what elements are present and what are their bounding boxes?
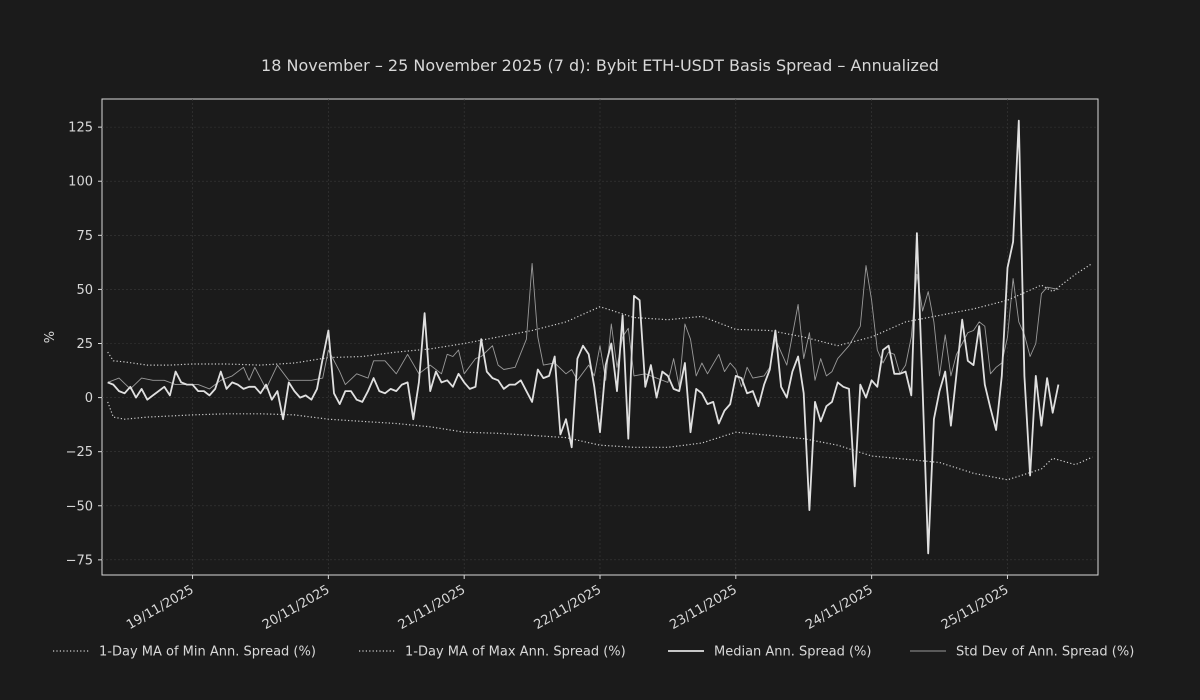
series-line-3 (107, 119, 1060, 555)
legend-label: Std Dev of Ann. Spread (%) (956, 645, 1134, 660)
x-tick-label: 19/11/2025 (124, 582, 196, 632)
x-axis: 19/11/2025 20/11/2025 21/11/2025 22/11/2025… (124, 575, 1011, 633)
chart-title: 18 November – 25 November 2025 (7 d): By… (261, 56, 939, 75)
y-tick-label: 0 (85, 391, 93, 406)
x-tick-label: 25/11/2025 (939, 582, 1011, 632)
series-layer (107, 119, 1093, 555)
series-line-1 (107, 401, 1093, 481)
y-axis: −75 −50 −25 0 25 50 75 100 125 (66, 121, 102, 568)
y-tick-label: 125 (68, 121, 93, 136)
x-tick-label: 23/11/2025 (667, 582, 739, 632)
y-tick-label: −75 (66, 553, 93, 568)
x-tick-label: 21/11/2025 (396, 582, 468, 632)
y-tick-label: −25 (66, 445, 93, 460)
legend: 1-Day MA of Min Ann. Spread (%) 1-Day MA … (53, 645, 1134, 660)
y-tick-label: 75 (76, 229, 93, 244)
y-tick-label: −50 (66, 499, 93, 514)
y-tick-label: 100 (68, 175, 93, 190)
x-tick-label: 24/11/2025 (803, 582, 875, 632)
legend-label: 1-Day MA of Min Ann. Spread (%) (99, 645, 316, 660)
y-tick-label: 50 (76, 283, 93, 298)
legend-label: 1-Day MA of Max Ann. Spread (%) (405, 645, 626, 660)
y-tick-label: 25 (76, 337, 93, 352)
series-line-4 (107, 262, 1059, 390)
x-tick-label: 20/11/2025 (260, 582, 332, 632)
y-axis-label: % (43, 331, 58, 343)
legend-label: Median Ann. Spread (%) (714, 645, 871, 660)
x-tick-label: 22/11/2025 (532, 582, 604, 632)
